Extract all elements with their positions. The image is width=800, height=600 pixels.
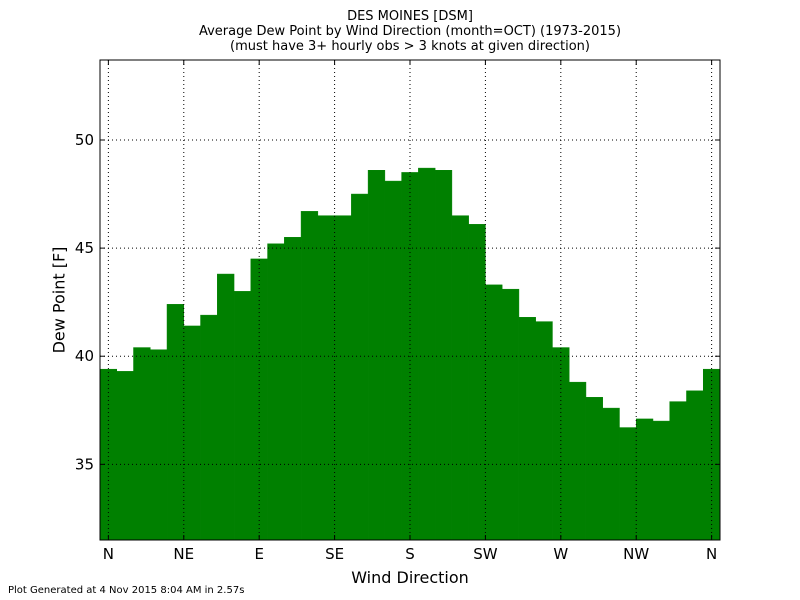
bar-140 (334, 215, 352, 540)
bar-200 (434, 170, 453, 540)
x-axis-label: Wind Direction (351, 568, 469, 587)
x-tick-label: N (706, 545, 717, 563)
bar-60 (200, 314, 218, 540)
bar-240 (501, 288, 520, 540)
x-tick-label: SE (325, 545, 344, 563)
bar-160 (367, 170, 386, 540)
bar-30 (150, 349, 168, 540)
y-tick-label: 50 (75, 131, 94, 149)
y-tick-label: 45 (75, 239, 94, 257)
bar-120 (300, 211, 319, 540)
x-tick-label: NE (173, 545, 194, 563)
bar-360 (702, 368, 720, 540)
bar-50 (183, 325, 201, 540)
x-tick-label: E (254, 545, 263, 563)
x-tick-label: NW (623, 545, 649, 563)
x-tick-label: SW (473, 545, 498, 563)
chart-title: DES MOINES [DSM] (347, 9, 473, 24)
bar-70 (217, 273, 235, 540)
bar-300 (602, 407, 620, 540)
chart-subtitle-note: (must have 3+ hourly obs > 3 knots at gi… (230, 39, 590, 54)
bar-330 (652, 420, 670, 540)
bar-20 (133, 347, 151, 540)
y-axis-label: Dew Point [F] (49, 246, 69, 354)
chart-subtitle: Average Dew Point by Wind Direction (mon… (198, 24, 622, 39)
y-tick-label: 40 (75, 347, 94, 365)
bar-110 (284, 237, 302, 540)
bar-350 (686, 390, 704, 540)
footer-generated-text: Plot Generated at 4 Nov 2015 8:04 AM in … (8, 585, 245, 596)
bar-230 (485, 284, 503, 540)
bar-130 (317, 215, 335, 540)
bar-250 (518, 317, 536, 540)
bars-group (100, 167, 720, 540)
bar-210 (451, 215, 469, 540)
bar-150 (351, 193, 369, 540)
bar-320 (635, 418, 654, 540)
bar-10 (116, 371, 134, 540)
bar-170 (384, 180, 402, 540)
x-tick-label: W (553, 545, 568, 563)
bar-310 (619, 427, 637, 540)
bar-0 (100, 368, 118, 540)
bar-280 (568, 381, 587, 540)
bar-90 (250, 258, 268, 540)
bar-260 (535, 321, 553, 540)
x-tick-label: S (405, 545, 415, 563)
bar-340 (669, 401, 687, 540)
bar-80 (233, 291, 252, 540)
bar-290 (585, 397, 603, 540)
bar-190 (418, 167, 436, 540)
bar-220 (468, 224, 486, 540)
bar-40 (166, 304, 185, 540)
y-tick-label: 35 (75, 455, 94, 473)
bar-100 (267, 243, 285, 540)
x-tick-label: N (103, 545, 114, 563)
